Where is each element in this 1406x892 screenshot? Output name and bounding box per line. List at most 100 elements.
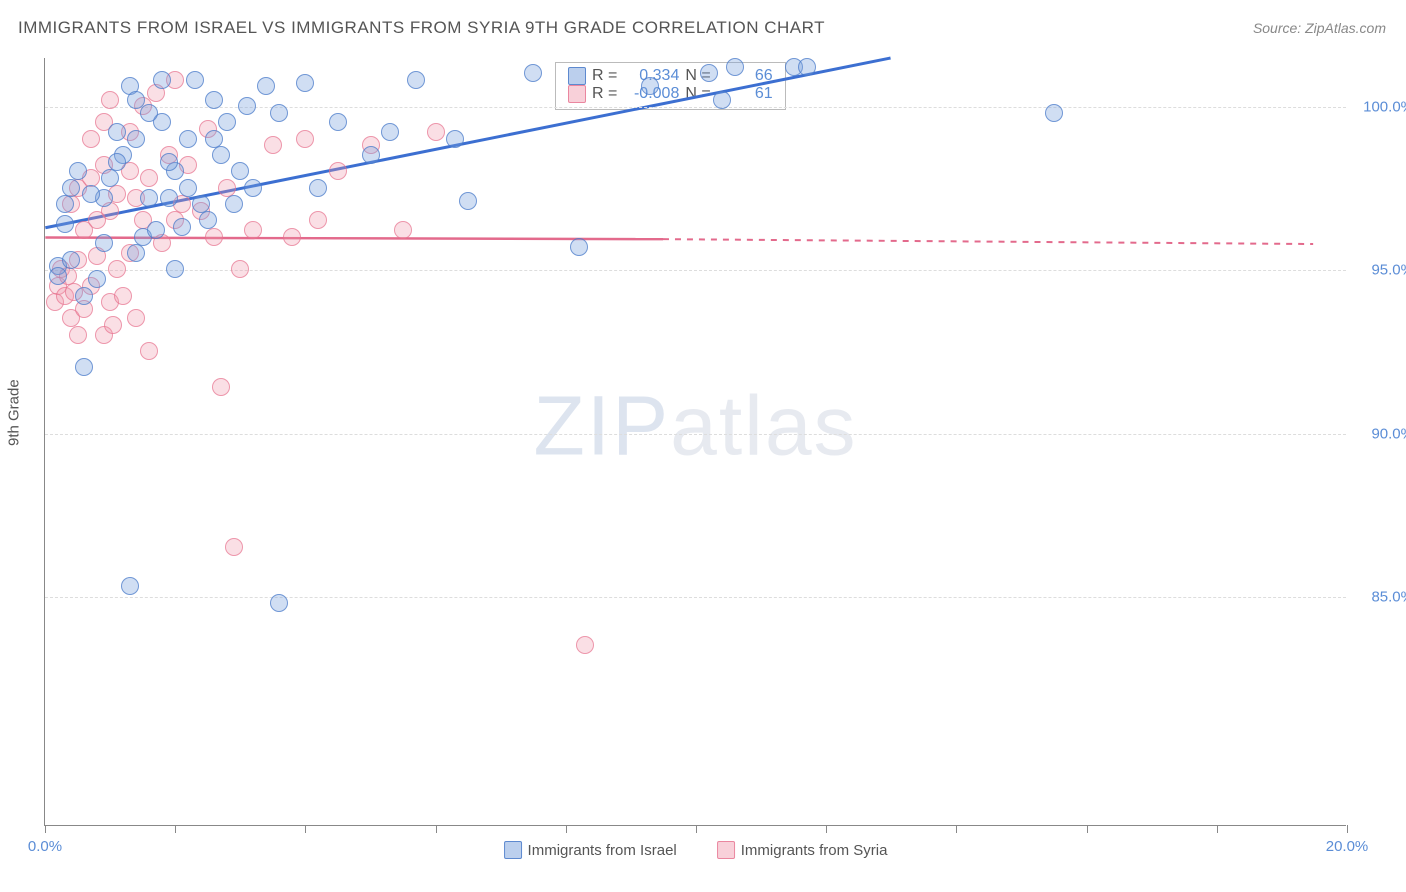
x-tick (1217, 825, 1218, 833)
scatter-point (173, 218, 191, 236)
scatter-point (798, 58, 816, 76)
scatter-point (459, 192, 477, 210)
scatter-point (82, 130, 100, 148)
x-tick (175, 825, 176, 833)
scatter-point (95, 234, 113, 252)
scatter-point (329, 113, 347, 131)
scatter-point (62, 179, 80, 197)
scatter-point (309, 179, 327, 197)
gridline-h (45, 597, 1346, 598)
scatter-point (140, 342, 158, 360)
source-label: Source: ZipAtlas.com (1253, 20, 1386, 36)
scatter-point (296, 74, 314, 92)
scatter-point (270, 104, 288, 122)
scatter-point (225, 195, 243, 213)
scatter-point (108, 153, 126, 171)
trend-line-syria-dashed (663, 239, 1313, 244)
scatter-point (160, 153, 178, 171)
scatter-point (394, 221, 412, 239)
y-tick-label: 100.0% (1363, 99, 1406, 116)
scatter-point (570, 238, 588, 256)
scatter-point (121, 577, 139, 595)
scatter-point (179, 130, 197, 148)
scatter-point (108, 123, 126, 141)
chart-area: ZIPatlas R = 0.334 N = 66 R = -0.008 N =… (44, 58, 1346, 826)
x-tick (566, 825, 567, 833)
scatter-point (140, 104, 158, 122)
x-tick (1087, 825, 1088, 833)
x-tick (956, 825, 957, 833)
scatter-point (108, 260, 126, 278)
scatter-point (75, 287, 93, 305)
scatter-point (446, 130, 464, 148)
scatter-point (1045, 104, 1063, 122)
scatter-point (225, 538, 243, 556)
scatter-point (127, 130, 145, 148)
scatter-point (205, 228, 223, 246)
scatter-point (218, 113, 236, 131)
scatter-point (524, 64, 542, 82)
scatter-point (270, 594, 288, 612)
legend-label: Immigrants from Israel (528, 842, 677, 859)
scatter-point (700, 64, 718, 82)
x-tick (696, 825, 697, 833)
x-tick (305, 825, 306, 833)
scatter-point (231, 162, 249, 180)
scatter-point (49, 267, 67, 285)
scatter-point (212, 378, 230, 396)
scatter-point (114, 287, 132, 305)
x-tick (436, 825, 437, 833)
scatter-point (179, 179, 197, 197)
scatter-point (186, 71, 204, 89)
scatter-point (362, 146, 380, 164)
legend-item-syria: Immigrants from Syria (717, 841, 888, 859)
legend-label: Immigrants from Syria (741, 842, 888, 859)
scatter-point (713, 91, 731, 109)
x-tick (826, 825, 827, 833)
scatter-point (56, 215, 74, 233)
x-tick (45, 825, 46, 833)
scatter-point (160, 189, 178, 207)
gridline-h (45, 434, 1346, 435)
scatter-point (238, 97, 256, 115)
scatter-point (101, 169, 119, 187)
scatter-point (641, 77, 659, 95)
scatter-point (264, 136, 282, 154)
scatter-point (153, 71, 171, 89)
y-axis-label: 9th Grade (6, 379, 23, 446)
scatter-point (309, 211, 327, 229)
scatter-point (257, 77, 275, 95)
scatter-point (140, 189, 158, 207)
scatter-point (69, 326, 87, 344)
scatter-point (205, 130, 223, 148)
scatter-point (140, 169, 158, 187)
scatter-point (127, 309, 145, 327)
scatter-point (147, 221, 165, 239)
legend-swatch-pink (717, 841, 735, 859)
scatter-point (88, 211, 106, 229)
scatter-point (88, 270, 106, 288)
scatter-point (69, 162, 87, 180)
scatter-point (127, 244, 145, 262)
bottom-legend: Immigrants from Israel Immigrants from S… (504, 841, 888, 859)
chart-title: IMMIGRANTS FROM ISRAEL VS IMMIGRANTS FRO… (18, 18, 825, 38)
scatter-point (192, 195, 210, 213)
y-tick-label: 85.0% (1371, 589, 1406, 606)
scatter-point (726, 58, 744, 76)
scatter-point (231, 260, 249, 278)
scatter-point (329, 162, 347, 180)
legend-swatch-blue (504, 841, 522, 859)
scatter-point (75, 358, 93, 376)
scatter-point (407, 71, 425, 89)
scatter-point (104, 316, 122, 334)
scatter-point (205, 91, 223, 109)
scatter-point (199, 211, 217, 229)
x-tick (1347, 825, 1348, 833)
scatter-point (212, 146, 230, 164)
legend-item-israel: Immigrants from Israel (504, 841, 677, 859)
scatter-point (56, 195, 74, 213)
scatter-point (296, 130, 314, 148)
scatter-point (62, 251, 80, 269)
scatter-point (218, 179, 236, 197)
x-tick-label: 0.0% (28, 838, 62, 855)
